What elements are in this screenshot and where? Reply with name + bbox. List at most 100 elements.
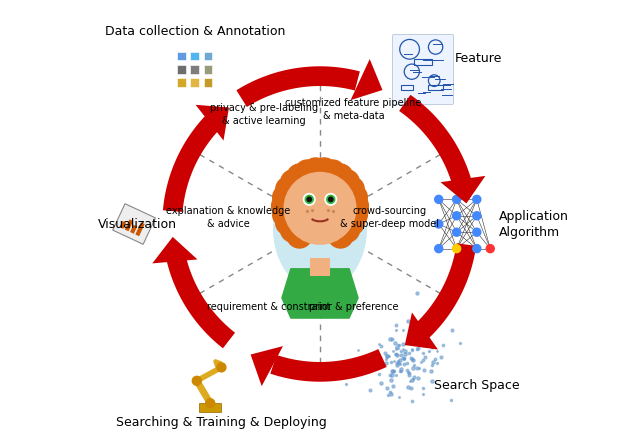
Circle shape <box>325 194 337 205</box>
Point <box>366 362 376 369</box>
Bar <box>190 65 199 74</box>
Polygon shape <box>236 66 360 107</box>
Point <box>428 343 438 350</box>
Point <box>408 364 419 371</box>
Point <box>406 377 417 384</box>
Point <box>341 381 351 388</box>
FancyArrowPatch shape <box>198 383 209 401</box>
Point <box>446 396 456 404</box>
FancyArrowPatch shape <box>216 362 220 366</box>
Text: privacy & pre-labeling
& active learning: privacy & pre-labeling & active learning <box>210 103 318 125</box>
Point <box>390 340 400 347</box>
Point <box>391 344 401 351</box>
Circle shape <box>328 197 333 202</box>
Point <box>387 390 397 397</box>
Point <box>376 342 386 349</box>
Circle shape <box>339 210 364 235</box>
Text: Application
Algorithm: Application Algorithm <box>499 210 569 238</box>
Circle shape <box>287 164 312 189</box>
Point <box>387 368 397 375</box>
Circle shape <box>307 197 312 202</box>
Bar <box>204 78 212 87</box>
Point <box>381 384 392 391</box>
Point <box>418 356 428 363</box>
Point <box>386 359 396 366</box>
Point <box>406 384 416 392</box>
Point <box>394 341 404 348</box>
FancyArrowPatch shape <box>199 369 219 379</box>
Point <box>414 365 424 372</box>
Point <box>399 360 409 367</box>
Circle shape <box>452 195 461 203</box>
Point <box>380 349 390 356</box>
Point <box>387 336 397 343</box>
Point <box>430 355 440 362</box>
Circle shape <box>276 210 301 235</box>
Point <box>403 334 413 341</box>
Polygon shape <box>351 59 383 100</box>
Polygon shape <box>196 105 229 141</box>
Circle shape <box>339 177 364 202</box>
Point <box>408 375 418 382</box>
Point <box>413 345 424 352</box>
Point <box>395 367 405 374</box>
Point <box>420 334 430 341</box>
Circle shape <box>276 177 301 202</box>
Point <box>391 371 401 379</box>
Point <box>407 355 417 362</box>
Circle shape <box>473 212 481 220</box>
Point <box>412 289 422 296</box>
Circle shape <box>342 185 367 210</box>
Polygon shape <box>282 269 358 318</box>
Circle shape <box>284 172 356 244</box>
Circle shape <box>287 223 312 248</box>
Point <box>399 354 410 361</box>
Point <box>427 378 437 385</box>
Bar <box>190 52 199 60</box>
Circle shape <box>303 194 315 205</box>
Circle shape <box>303 158 328 183</box>
Circle shape <box>473 228 481 236</box>
Point <box>410 331 420 338</box>
Point <box>398 326 408 333</box>
Point <box>412 340 422 347</box>
Bar <box>199 403 221 412</box>
Point <box>388 383 398 390</box>
Point <box>374 370 384 378</box>
Circle shape <box>281 170 306 195</box>
Circle shape <box>452 245 461 253</box>
Point <box>384 353 394 360</box>
Text: Data collection & Annotation: Data collection & Annotation <box>105 25 285 38</box>
Point <box>408 357 418 364</box>
Bar <box>177 78 186 87</box>
Point <box>405 378 415 385</box>
Point <box>392 359 402 366</box>
Point <box>428 358 438 366</box>
Point <box>387 367 397 375</box>
Circle shape <box>452 212 461 220</box>
Point <box>391 327 401 334</box>
Point <box>382 353 392 360</box>
Point <box>394 360 404 367</box>
Circle shape <box>328 164 353 189</box>
Point <box>432 347 442 354</box>
Circle shape <box>217 363 226 372</box>
Text: Feature: Feature <box>454 52 502 65</box>
Point <box>399 350 410 358</box>
Text: prior & preference: prior & preference <box>309 302 398 312</box>
Point <box>413 375 423 382</box>
Text: crowd-sourcing
& super-deep model: crowd-sourcing & super-deep model <box>340 206 439 228</box>
Circle shape <box>435 195 443 203</box>
Point <box>406 337 417 344</box>
Point <box>404 349 415 356</box>
Point <box>419 341 429 349</box>
Point <box>416 358 426 366</box>
Bar <box>401 85 413 90</box>
Point <box>381 359 391 366</box>
Point <box>409 374 419 381</box>
Circle shape <box>486 245 494 253</box>
Polygon shape <box>152 237 198 263</box>
Bar <box>310 258 330 276</box>
Text: Searching & Training & Deploying: Searching & Training & Deploying <box>116 415 327 429</box>
Circle shape <box>473 245 481 253</box>
